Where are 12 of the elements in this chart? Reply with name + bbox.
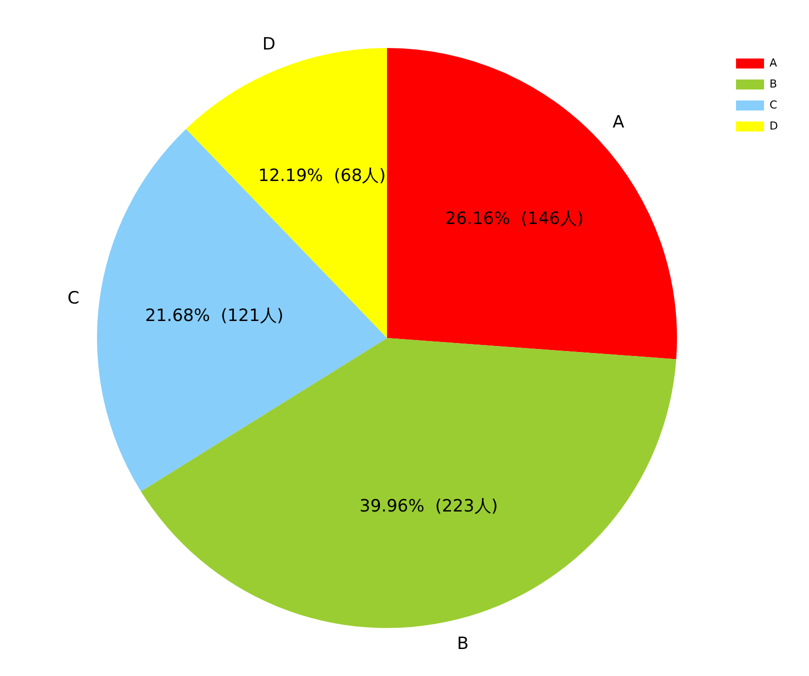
legend-label: B xyxy=(770,77,778,90)
legend-label: A xyxy=(770,56,778,70)
data-label: 26.16% (146人) xyxy=(445,208,584,229)
slice-label: B xyxy=(456,634,469,654)
slice-label: A xyxy=(612,112,625,132)
legend-label: D xyxy=(770,119,778,132)
slice-label: C xyxy=(68,288,80,308)
data-label: 39.96% (223人) xyxy=(360,496,498,516)
data-label: 12.19% (68人) xyxy=(258,166,386,186)
legend-label: C xyxy=(770,98,778,112)
slice-label: D xyxy=(262,34,276,54)
data-label: 21.68% (121人) xyxy=(145,306,284,326)
